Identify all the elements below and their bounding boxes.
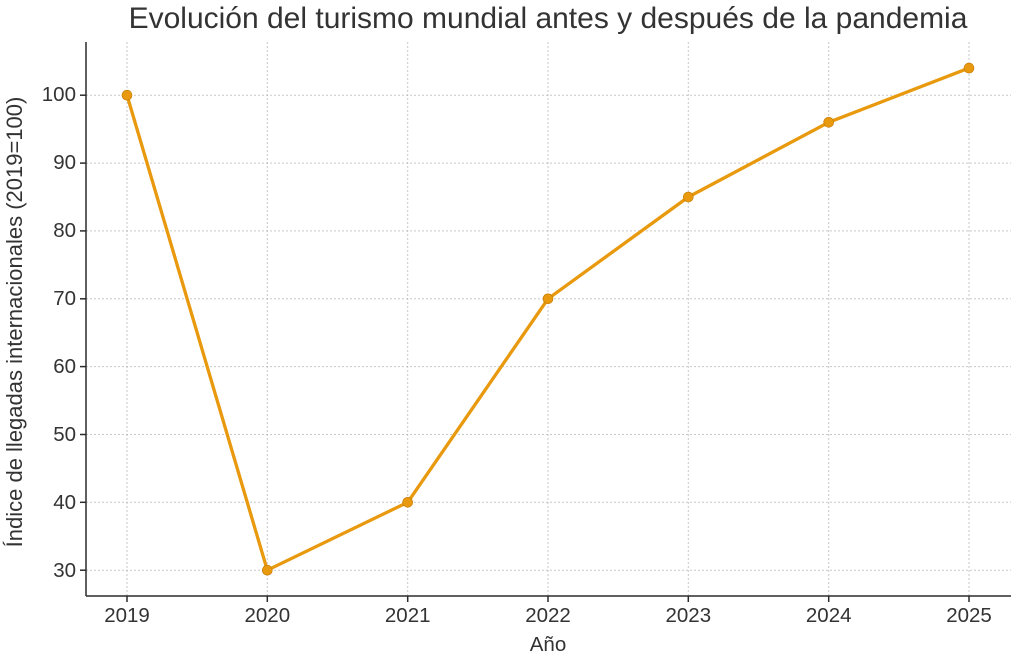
- svg-text:30: 30: [53, 559, 76, 582]
- svg-text:2019: 2019: [104, 604, 150, 627]
- svg-text:40: 40: [53, 491, 76, 514]
- svg-text:Evolución del turismo mundial: Evolución del turismo mundial antes y de…: [129, 2, 968, 35]
- svg-text:2020: 2020: [244, 604, 290, 627]
- svg-text:2024: 2024: [806, 604, 852, 627]
- svg-text:Índice de llegadas internacion: Índice de llegadas internacionales (2019…: [2, 97, 27, 548]
- svg-text:60: 60: [53, 355, 76, 378]
- svg-text:80: 80: [53, 219, 76, 242]
- svg-text:70: 70: [53, 287, 76, 310]
- svg-text:90: 90: [53, 151, 76, 174]
- svg-text:Año: Año: [530, 633, 566, 656]
- svg-text:2023: 2023: [665, 604, 711, 627]
- svg-text:50: 50: [53, 423, 76, 446]
- svg-text:2025: 2025: [946, 604, 992, 627]
- svg-text:2022: 2022: [525, 604, 571, 627]
- svg-text:2021: 2021: [385, 604, 431, 627]
- svg-text:100: 100: [42, 83, 76, 106]
